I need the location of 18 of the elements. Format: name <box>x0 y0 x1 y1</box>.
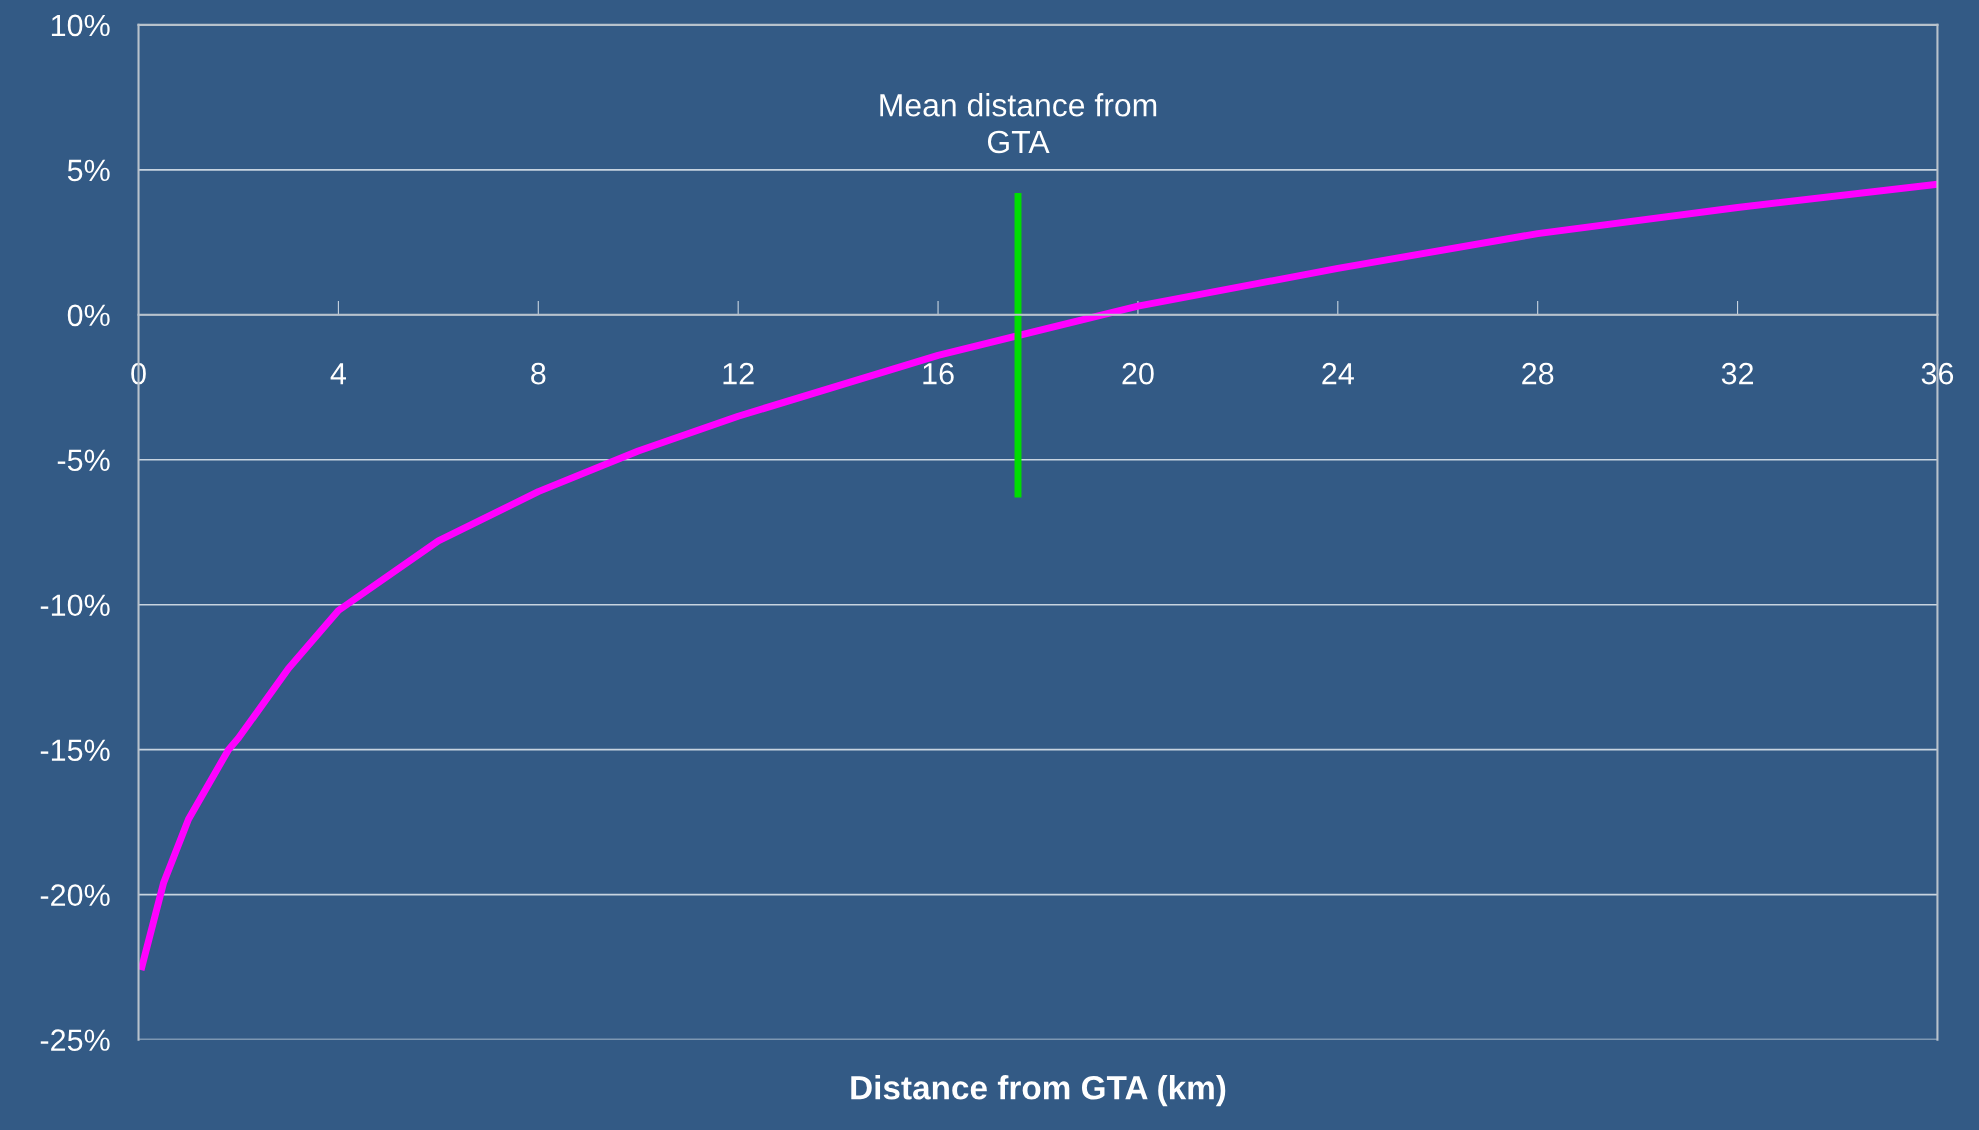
x-tick-label: 8 <box>531 362 546 385</box>
x-tick-label: 24 <box>1322 362 1354 385</box>
annotation: Mean distance from GTA <box>880 93 1157 154</box>
y-tick-label: 10% <box>51 14 110 37</box>
y-tick-label: -20% <box>40 884 110 907</box>
x-tick-label: 12 <box>723 362 754 385</box>
x-tick-label: 20 <box>1122 362 1154 385</box>
x-tick-label: 4 <box>330 363 347 385</box>
y-tick-label: -5% <box>57 449 110 472</box>
x-tick-label: 32 <box>1721 362 1754 385</box>
y-tick-label: -15% <box>40 739 110 762</box>
y-tick-label: -25% <box>40 1029 110 1051</box>
x-tick-label: 16 <box>923 362 954 385</box>
y-tick-label: -10% <box>40 594 110 617</box>
x-tick-label: 28 <box>1522 362 1554 385</box>
y-tick-label: 0% <box>67 304 110 327</box>
y-tick-label: 5% <box>67 159 110 182</box>
x-axis-title: Distance from GTA (km) <box>851 1075 1226 1107</box>
